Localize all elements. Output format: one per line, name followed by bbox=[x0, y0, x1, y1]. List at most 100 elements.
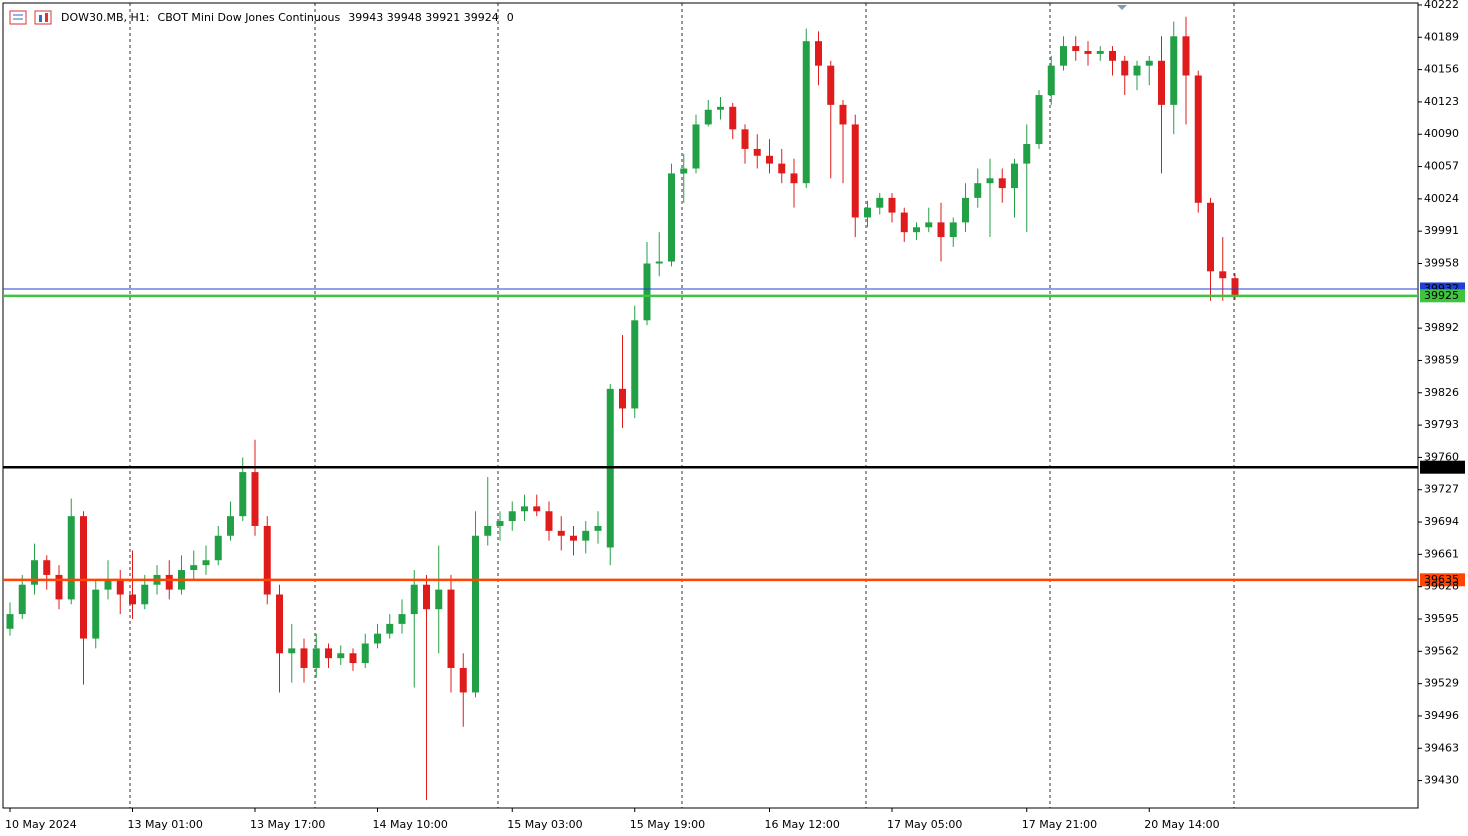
level-label: 39750 bbox=[1424, 460, 1459, 473]
candle-body bbox=[92, 589, 100, 639]
candle-body bbox=[594, 525, 602, 531]
y-tick-label: 39694 bbox=[1424, 515, 1459, 528]
y-tick-label: 39562 bbox=[1424, 644, 1459, 657]
candle-body bbox=[900, 212, 908, 233]
y-tick-label: 40156 bbox=[1424, 63, 1459, 76]
candle-body bbox=[116, 579, 124, 595]
candle-body bbox=[839, 104, 847, 125]
candle-body bbox=[251, 472, 259, 526]
x-tick-label: 17 May 21:00 bbox=[1022, 818, 1097, 831]
symbol: DOW30.MB, H1: bbox=[61, 11, 150, 24]
candle-body bbox=[1194, 75, 1202, 203]
y-tick-label: 39529 bbox=[1424, 677, 1459, 690]
candle-body bbox=[570, 535, 577, 541]
candle-body bbox=[165, 574, 173, 590]
candle-body bbox=[141, 584, 149, 605]
candle-body bbox=[974, 183, 982, 198]
chart-icon-bar bbox=[45, 13, 48, 22]
x-tick-label: 16 May 12:00 bbox=[765, 818, 840, 831]
candle-body bbox=[1121, 60, 1129, 76]
candle-body bbox=[276, 594, 283, 654]
candle-body bbox=[459, 667, 467, 693]
candle-body bbox=[508, 511, 516, 522]
candle-body bbox=[876, 197, 884, 208]
candle-body bbox=[753, 148, 761, 156]
candle-body bbox=[925, 222, 933, 228]
y-tick-label: 40222 bbox=[1424, 0, 1459, 11]
candle-body bbox=[533, 506, 541, 512]
candle-body bbox=[1158, 60, 1165, 105]
candle-body bbox=[986, 178, 994, 184]
chart-header: DOW30.MB, H1: CBOT Mini Dow Jones Continu… bbox=[61, 11, 514, 24]
candle-body bbox=[913, 227, 920, 233]
chart-icon-bar bbox=[39, 15, 42, 22]
x-tick-label: 13 May 17:00 bbox=[250, 818, 325, 831]
candle-body bbox=[325, 648, 332, 659]
candle-body bbox=[349, 653, 357, 664]
x-tick-label: 15 May 19:00 bbox=[630, 818, 705, 831]
candle-body bbox=[766, 155, 773, 164]
candle-body bbox=[129, 594, 136, 605]
y-tick-label: 39958 bbox=[1424, 256, 1459, 269]
candle-body bbox=[435, 589, 443, 610]
chart-icon[interactable] bbox=[34, 10, 52, 25]
candle-body bbox=[937, 222, 945, 238]
level-label: 39635 bbox=[1424, 573, 1459, 586]
x-tick-label: 13 May 01:00 bbox=[128, 818, 203, 831]
candle-body bbox=[655, 261, 663, 264]
candle-body bbox=[790, 173, 798, 184]
candle-body bbox=[67, 516, 75, 600]
candle-body bbox=[827, 65, 835, 105]
candle-body bbox=[55, 574, 63, 600]
level-label-box bbox=[1420, 289, 1465, 303]
candle-body bbox=[337, 653, 345, 659]
candle-body bbox=[410, 584, 418, 615]
candle-body bbox=[1047, 65, 1055, 96]
candle-body bbox=[423, 584, 430, 610]
candle-body bbox=[545, 511, 553, 531]
candle-body bbox=[864, 207, 871, 218]
candle-body bbox=[300, 648, 308, 668]
y-tick-label: 39430 bbox=[1424, 774, 1459, 787]
y-tick-label: 39463 bbox=[1424, 741, 1459, 754]
x-tick-label: 15 May 03:00 bbox=[507, 818, 582, 831]
candle-body bbox=[239, 472, 247, 517]
candle-body bbox=[1072, 46, 1080, 51]
candle-body bbox=[1219, 271, 1227, 279]
candle-body bbox=[729, 106, 737, 130]
candle-body bbox=[582, 530, 590, 541]
candle-body bbox=[6, 614, 14, 629]
candle-body bbox=[43, 560, 51, 575]
candle-body bbox=[496, 521, 504, 526]
candle-body bbox=[1145, 60, 1153, 66]
candle-body bbox=[31, 560, 38, 585]
candle-body bbox=[1182, 36, 1190, 76]
plot-frame bbox=[2, 2, 1419, 809]
candle-body bbox=[692, 124, 700, 169]
level-label-box bbox=[1420, 460, 1465, 474]
candle-body bbox=[374, 633, 381, 644]
candle-body bbox=[472, 535, 479, 693]
candle-body bbox=[1207, 202, 1214, 272]
menu-icon[interactable] bbox=[9, 10, 27, 25]
candle-body bbox=[1231, 278, 1239, 297]
period-separators bbox=[129, 3, 1235, 808]
candle-body bbox=[1170, 36, 1178, 105]
candle-body bbox=[1011, 163, 1018, 189]
y-tick-label: 39793 bbox=[1424, 418, 1459, 431]
candle-body bbox=[447, 589, 455, 668]
candle-body bbox=[1096, 50, 1104, 54]
candle-body bbox=[1060, 46, 1067, 66]
candle-body bbox=[1133, 65, 1141, 76]
candle-body bbox=[18, 584, 26, 615]
x-tick-label: 17 May 05:00 bbox=[887, 818, 962, 831]
candle-body bbox=[1084, 50, 1092, 54]
candle-body bbox=[288, 648, 296, 654]
candle-body bbox=[1109, 50, 1116, 61]
candle-body bbox=[619, 388, 626, 409]
candle-body bbox=[962, 197, 969, 223]
y-tick-label: 39595 bbox=[1424, 612, 1459, 625]
candle-body bbox=[1035, 95, 1043, 145]
candle-body bbox=[227, 516, 234, 536]
y-tick-label: 39892 bbox=[1424, 321, 1459, 334]
